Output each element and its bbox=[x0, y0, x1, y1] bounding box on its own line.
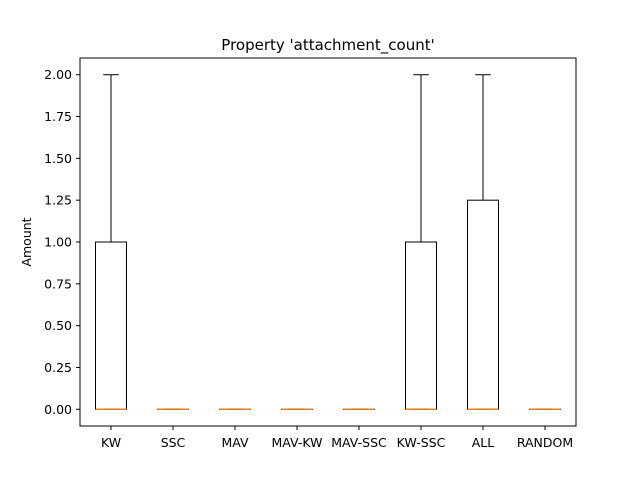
x-tick-label: RANDOM bbox=[517, 435, 573, 450]
x-tick-label: KW bbox=[101, 435, 121, 450]
x-tick-label: ALL bbox=[472, 435, 495, 450]
x-tick-label: MAV-SSC bbox=[331, 435, 387, 450]
y-tick-label: 1.50 bbox=[44, 151, 72, 166]
y-tick-label: 1.00 bbox=[44, 235, 72, 250]
chart-title: Property 'attachment_count' bbox=[221, 36, 434, 55]
y-tick-label: 1.25 bbox=[44, 193, 72, 208]
y-tick-label: 0.50 bbox=[44, 318, 72, 333]
y-tick-label: 0.25 bbox=[44, 360, 72, 375]
y-tick-label: 2.00 bbox=[44, 67, 72, 82]
axes-frame bbox=[79, 57, 577, 427]
y-tick-label: 0.00 bbox=[44, 402, 72, 417]
y-axis-label: Amount bbox=[19, 217, 34, 266]
y-tick-label: 0.75 bbox=[44, 276, 72, 291]
x-tick-label: MAV-KW bbox=[272, 435, 323, 450]
x-tick-label: SSC bbox=[161, 435, 186, 450]
x-tick-label: KW-SSC bbox=[397, 435, 446, 450]
x-tick-label: MAV bbox=[221, 435, 249, 450]
plot-area: 0.00 0.25 0.50 0.75 1.00 1.25 1.50 1.75 2.00 KW SS… bbox=[44, 67, 573, 450]
y-tick-label: 1.75 bbox=[44, 109, 72, 124]
